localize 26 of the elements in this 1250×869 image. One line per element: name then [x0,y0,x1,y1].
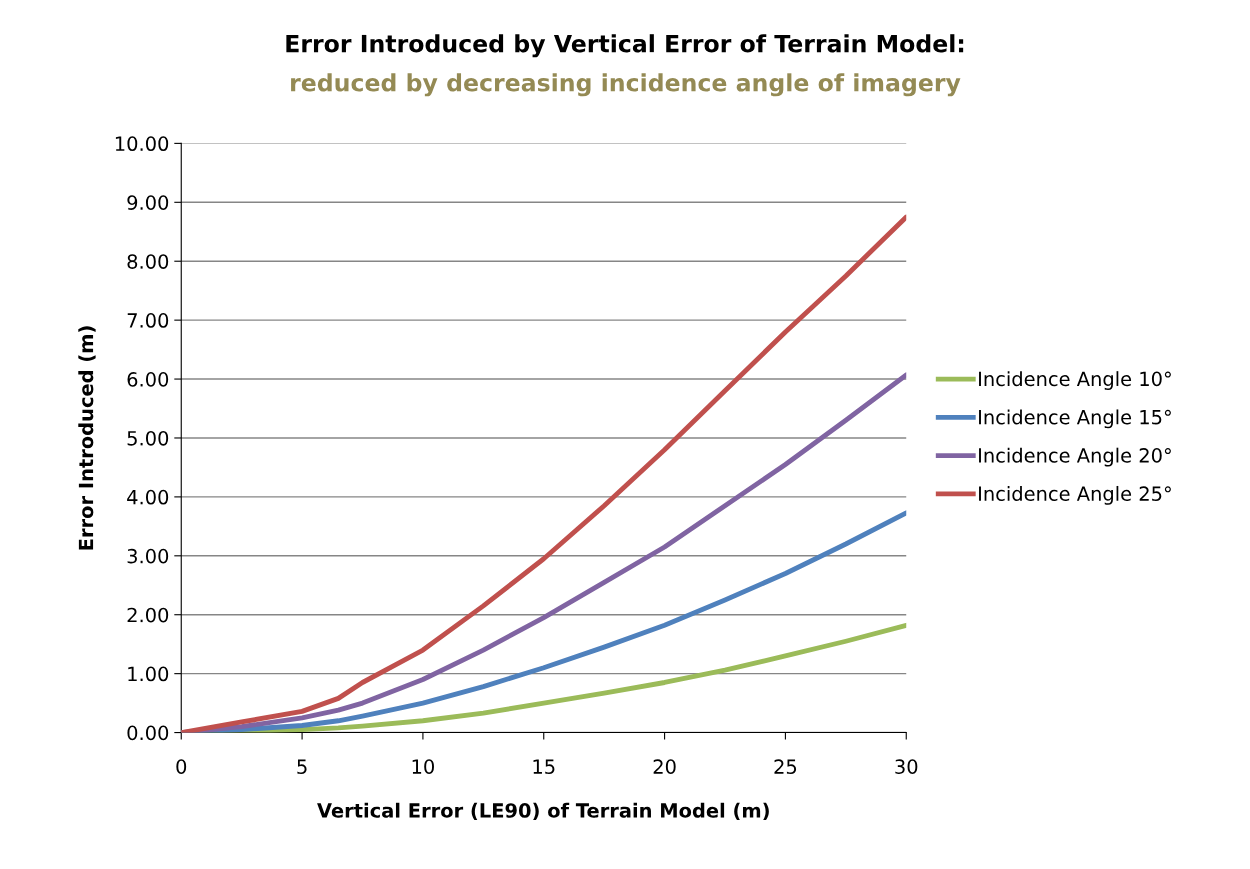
y-tick-label: 7.00 [127,313,169,328]
y-tick-label: 3.00 [127,548,169,564]
x-tick-label: 20 [653,759,676,775]
y-tick-label: 5.00 [127,430,169,446]
y-tick-label: 6.00 [127,372,169,387]
y-tick-label: 0.00 [127,725,169,741]
x-axis-title: Vertical Error (LE90) of Terrain Model (m) [317,802,769,821]
x-tick-label: 25 [774,759,797,775]
legend-label: Incidence Angle 10° [979,371,1171,390]
legend-label: Incidence Angle 15° [979,409,1171,429]
legend-label: Incidence Angle 20° [979,447,1171,467]
x-tick-label: 10 [412,759,434,775]
y-axis-title: Error Introduced (m) [78,326,96,550]
y-tick-label: 4.00 [127,489,169,505]
x-tick-label: 30 [895,759,918,775]
y-tick-label: 8.00 [127,254,169,269]
chart-title: Error Introduced by Vertical Error of Terrain Model: [286,34,964,58]
y-tick-label: 1.00 [128,666,169,682]
x-tick-label: 15 [533,759,555,775]
y-tick-label: 10.00 [115,136,169,152]
y-tick-label: 2.00 [127,607,169,623]
chart-subtitle: reduced by decreasing incidence angle of imagery [291,73,961,97]
x-tick-label: 0 [176,759,187,775]
y-tick-label: 9.00 [127,195,169,210]
x-tick-label: 5 [297,759,307,775]
legend-label: Incidence Angle 25° [979,485,1171,505]
